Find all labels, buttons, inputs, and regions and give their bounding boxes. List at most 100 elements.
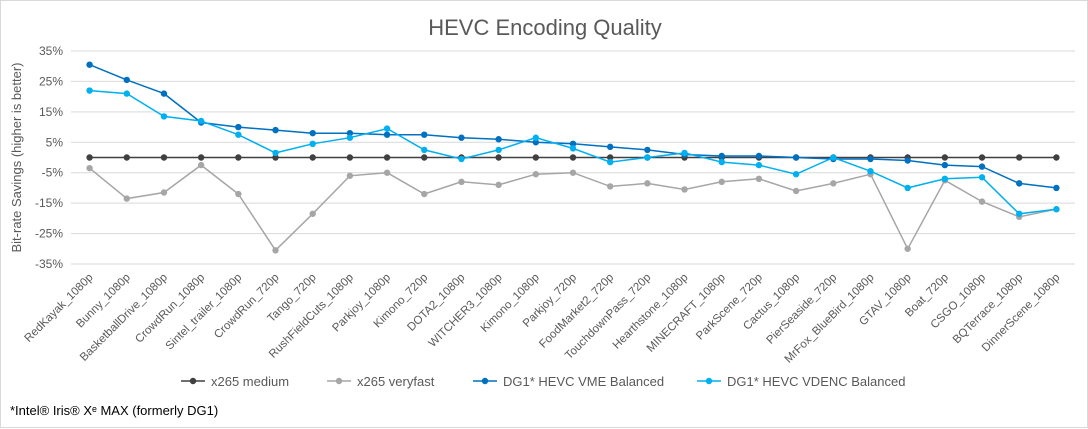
x-tick-label: CrowdRun_1080p — [133, 272, 207, 346]
data-point — [904, 245, 911, 252]
data-point — [569, 169, 577, 176]
data-point — [197, 154, 205, 161]
x-tick-label: BQTerrace_1080p — [951, 272, 1025, 346]
data-point — [160, 189, 168, 196]
y-tick-label: -5% — [42, 166, 64, 180]
data-point — [495, 181, 502, 189]
data-point — [1053, 206, 1060, 213]
data-point — [123, 90, 130, 97]
data-point — [941, 161, 949, 169]
legend-entry: x265 veryfast — [357, 374, 435, 389]
data-point — [792, 187, 800, 195]
data-point — [309, 129, 316, 137]
data-point — [458, 178, 465, 186]
data-point — [383, 131, 391, 138]
data-point — [458, 134, 465, 141]
y-tick-label: 25% — [39, 74, 63, 88]
data-point — [272, 247, 279, 254]
data-point — [272, 149, 279, 157]
data-point — [309, 140, 316, 148]
chart-title: HEVC Encoding Quality — [428, 15, 662, 40]
data-point — [755, 152, 763, 160]
data-point — [1053, 184, 1060, 192]
data-point — [532, 134, 540, 141]
data-point — [86, 164, 93, 172]
legend-swatch-marker — [335, 377, 343, 385]
data-point — [495, 136, 502, 143]
data-point — [606, 158, 614, 166]
data-point — [346, 154, 354, 161]
legend-entry: x265 medium — [211, 374, 289, 389]
data-point — [904, 184, 911, 192]
y-axis-label: Bit-rate Savings (higher is better) — [9, 62, 24, 252]
x-tick-label: CrowdRun_720p — [212, 272, 282, 342]
data-point — [235, 123, 242, 131]
data-point — [532, 171, 540, 178]
legend-swatch-marker — [705, 377, 713, 385]
data-point — [941, 175, 949, 182]
series-line-3 — [89, 89, 1057, 215]
y-tick-label: -35% — [35, 257, 63, 271]
series-line-1 — [89, 164, 1057, 252]
data-point — [644, 146, 651, 154]
data-point — [123, 154, 130, 161]
data-point — [792, 171, 800, 178]
data-point — [681, 149, 688, 157]
data-point — [569, 145, 577, 152]
data-point — [1016, 210, 1023, 217]
data-point — [383, 154, 391, 161]
data-point — [197, 117, 205, 125]
data-point — [86, 154, 93, 161]
data-point — [123, 76, 130, 84]
data-point — [1053, 154, 1060, 161]
data-point — [644, 180, 651, 187]
data-point — [197, 161, 205, 169]
data-point — [235, 190, 242, 198]
data-point — [569, 140, 577, 148]
data-point — [86, 61, 93, 68]
data-point — [830, 154, 837, 161]
data-point — [904, 157, 911, 164]
data-point — [421, 154, 428, 161]
legend-swatch-marker — [189, 377, 197, 385]
y-tick-label: -25% — [35, 227, 63, 241]
data-point — [272, 154, 279, 161]
data-point — [978, 154, 986, 161]
data-point — [495, 146, 502, 154]
data-point — [606, 143, 614, 151]
data-point — [941, 154, 949, 161]
data-point — [346, 172, 354, 179]
data-point — [383, 169, 391, 176]
data-point — [978, 174, 986, 181]
y-tick-label: 15% — [39, 105, 63, 119]
data-point — [346, 134, 354, 141]
data-point — [123, 195, 130, 202]
data-point — [235, 131, 242, 138]
data-point — [681, 186, 688, 193]
data-point — [867, 155, 874, 163]
data-point — [644, 154, 651, 161]
legend-swatch-marker — [481, 377, 489, 385]
x-tick-label: PierSeaside_720p — [764, 272, 839, 347]
y-tick-label: 35% — [39, 44, 63, 58]
data-point — [755, 161, 763, 169]
data-point — [792, 154, 800, 161]
data-point — [978, 198, 986, 205]
data-point — [458, 155, 465, 163]
data-point — [160, 113, 168, 120]
data-point — [383, 125, 391, 132]
data-point — [830, 180, 837, 187]
legend-entry: DG1* HEVC VME Balanced — [503, 374, 664, 389]
data-point — [718, 158, 725, 166]
data-point — [1016, 180, 1023, 187]
y-tick-label: 5% — [46, 135, 64, 149]
footnote: *Intel® Iris® Xᵉ MAX (formerly DG1) — [10, 403, 219, 418]
data-point — [421, 146, 428, 154]
data-point — [160, 154, 168, 161]
data-point — [718, 178, 725, 186]
data-point — [495, 154, 502, 161]
data-point — [86, 87, 93, 94]
y-tick-label: -15% — [35, 196, 63, 210]
